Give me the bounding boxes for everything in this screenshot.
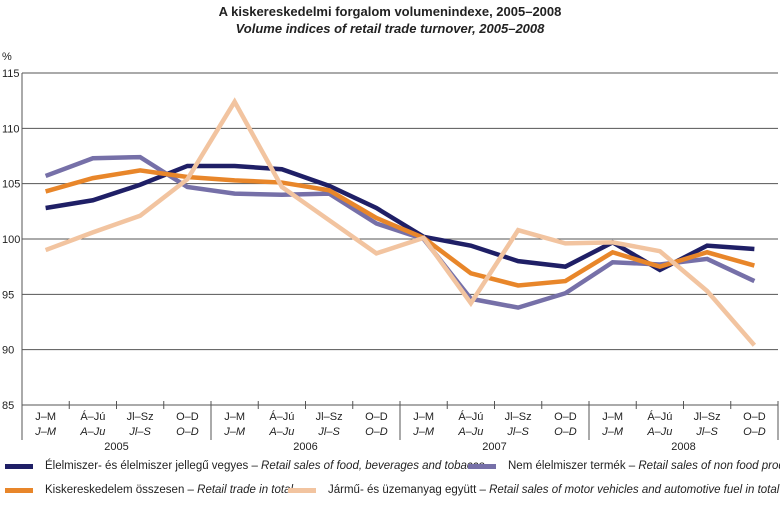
x-tick-label-hu: O–D (743, 411, 766, 423)
x-year-label: 2006 (293, 441, 317, 453)
x-tick-label-en: A–Ju (268, 426, 294, 438)
x-tick-label-en: Jl–S (506, 426, 529, 438)
legend-label-hu: Jármű- és üzemanyag együtt (328, 484, 477, 496)
x-tick-label-hu: Á–Jú (80, 410, 105, 423)
x-tick-label-en: A–Ju (79, 426, 105, 438)
legend-swatch (288, 487, 316, 493)
legend-item-nonfood: Nem élelmiszer termék – Retail sales of … (468, 460, 780, 472)
x-tick-label-hu: Jl–Sz (505, 411, 532, 423)
x-tick-label-hu: O–D (176, 411, 199, 423)
x-tick-label-en: J–M (223, 426, 246, 438)
y-tick-label: 85 (2, 400, 14, 412)
y-tick-label: 105 (2, 179, 20, 191)
x-tick-label-hu: Jl–Sz (694, 411, 721, 423)
x-tick-label-hu: O–D (554, 411, 577, 423)
y-tick-label: 110 (2, 123, 20, 135)
x-tick-label-hu: J–M (35, 411, 56, 423)
series-line-3 (44, 97, 757, 347)
chart-title: A kiskereskedelmi forgalom volumenindexe… (218, 4, 562, 19)
x-year-label: 2007 (482, 441, 506, 453)
legend-swatch (5, 487, 33, 493)
legend-swatch (5, 463, 33, 469)
y-axis-label: % (2, 51, 12, 63)
y-tick-label: 100 (2, 234, 20, 246)
x-tick-label-hu: O–D (365, 411, 388, 423)
y-tick-label: 95 (2, 289, 14, 301)
legend-swatch (468, 463, 496, 469)
series-line-0 (45, 163, 755, 273)
x-tick-label-en: O–D (743, 426, 766, 438)
x-year-label: 2005 (104, 441, 128, 453)
x-tick-label-hu: Jl–Sz (316, 411, 343, 423)
y-tick-label: 115 (2, 68, 20, 80)
x-year-label: 2008 (671, 441, 695, 453)
x-tick-label-en: A–Ju (646, 426, 672, 438)
x-tick-label-en: Jl–S (317, 426, 340, 438)
x-tick-label-hu: Á–Jú (458, 410, 483, 423)
legend-label-en: Retail sales of motor vehicles and autom… (489, 484, 780, 496)
x-tick-label-en: Jl–S (128, 426, 151, 438)
x-tick-label-en: J–M (34, 426, 57, 438)
x-tick-label-hu: J–M (413, 411, 434, 423)
y-tick-label: 90 (2, 345, 14, 357)
x-tick-label-en: J–M (412, 426, 435, 438)
x-tick-label-hu: Jl–Sz (127, 411, 154, 423)
x-tick-label-hu: J–M (224, 411, 245, 423)
x-tick-label-hu: J–M (602, 411, 623, 423)
x-tick-label-en: O–D (176, 426, 199, 438)
legend-label-hu: Kiskereskedelem összesen (45, 484, 185, 496)
x-tick-label-en: A–Ju (457, 426, 483, 438)
x-tick-label-en: O–D (554, 426, 577, 438)
legend-item-motor: Jármű- és üzemanyag együtt – Retail sale… (288, 484, 779, 496)
x-tick-label-hu: Á–Jú (269, 410, 294, 423)
legend-label-en: Retail sales of food, beverages and toba… (261, 460, 485, 472)
series-line-2 (45, 168, 755, 288)
legend-label-en: Retail trade in total (197, 484, 294, 496)
x-tick-label-hu: Á–Jú (647, 410, 672, 423)
legend-label-hu: Nem élelmiszer termék (508, 460, 626, 472)
x-tick-label-en: O–D (365, 426, 388, 438)
x-tick-label-en: Jl–S (695, 426, 718, 438)
x-tick-label-en: J–M (601, 426, 624, 438)
chart-subtitle: Volume indices of retail trade turnover,… (235, 21, 545, 36)
legend-item-food: Élelmiszer- és élelmiszer jellegű vegyes… (5, 460, 485, 472)
legend-label-en: Retail sales of non food products (638, 460, 780, 472)
legend-label-hu: Élelmiszer- és élelmiszer jellegű vegyes (45, 460, 249, 472)
legend-item-total: Kiskereskedelem összesen – Retail trade … (5, 484, 293, 496)
